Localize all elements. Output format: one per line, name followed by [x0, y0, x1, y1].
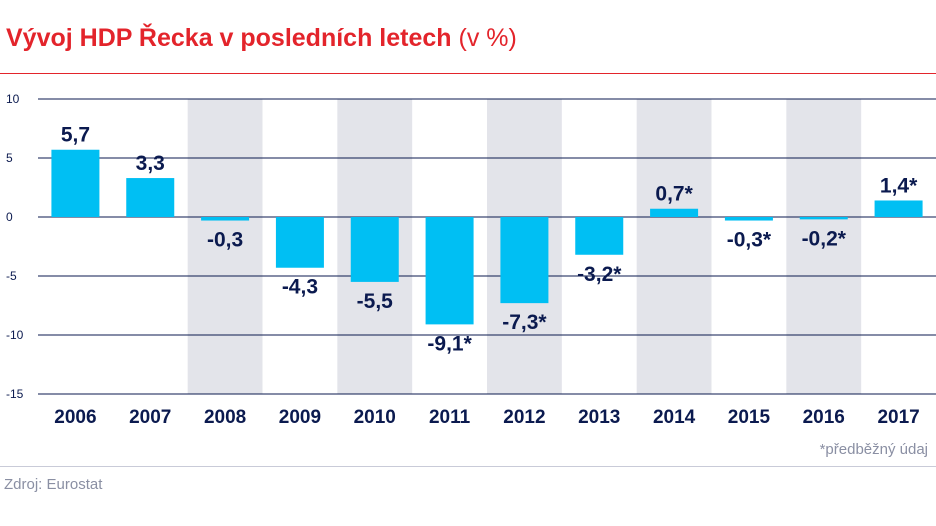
chart-title-unit: (v %) — [458, 24, 517, 52]
x-tick-label-2009: 2009 — [279, 407, 321, 428]
data-label-2011: -9,1* — [427, 332, 472, 355]
y-tick-label: 5 — [6, 151, 13, 165]
x-tick-label-2016: 2016 — [803, 407, 845, 428]
bar-2010 — [350, 217, 399, 282]
bar-2012 — [500, 217, 549, 304]
y-tick-label: 10 — [6, 92, 20, 106]
source-divider — [0, 466, 936, 467]
bar-2007 — [126, 178, 175, 217]
x-tick-label-2014: 2014 — [653, 407, 696, 428]
bar-2015 — [724, 217, 773, 221]
x-tick-label-2008: 2008 — [204, 407, 246, 428]
bar-2017 — [874, 200, 923, 217]
x-tick-label-2006: 2006 — [54, 407, 96, 428]
x-tick-label-2010: 2010 — [354, 407, 396, 428]
y-tick-label: -10 — [6, 328, 24, 342]
bar-2006 — [51, 149, 100, 217]
band-2014 — [636, 99, 712, 394]
data-label-2017: 1,4* — [880, 174, 918, 197]
data-label-2012: -7,3* — [502, 311, 547, 334]
y-tick-label: -5 — [6, 269, 17, 283]
bar-2009 — [275, 217, 324, 268]
data-label-2007: 3,3 — [136, 152, 165, 175]
bar-2008 — [201, 217, 250, 221]
bar-2011 — [425, 217, 474, 325]
source-note: Zdroj: Eurostat — [4, 476, 103, 493]
data-label-2010: -5,5 — [357, 290, 394, 313]
x-tick-label-2007: 2007 — [129, 407, 171, 428]
band-2008 — [187, 99, 263, 394]
title-divider — [0, 73, 936, 74]
bar-2013 — [575, 217, 624, 255]
data-label-2008: -0,3 — [207, 229, 243, 252]
band-2016 — [786, 99, 862, 394]
chart-title: Vývoj HDP Řecka v posledních letech (v %… — [6, 22, 517, 54]
bar-2014 — [650, 208, 699, 217]
data-label-2006: 5,7 — [61, 124, 90, 147]
y-tick-label: 0 — [6, 210, 13, 224]
data-label-2014: 0,7* — [655, 183, 693, 206]
bar-chart: 10 5 0 -5 -10 -15 5,7 2006 3,3 2007 -0,3 2008 -4,3 20… — [6, 92, 936, 428]
bar-2016 — [799, 217, 848, 220]
y-tick-label: -15 — [6, 387, 24, 401]
x-tick-label-2017: 2017 — [877, 407, 919, 428]
data-label-2016: -0,2* — [802, 227, 847, 250]
x-tick-label-2012: 2012 — [503, 407, 545, 428]
data-label-2013: -3,2* — [577, 263, 622, 286]
x-tick-label-2015: 2015 — [728, 407, 771, 428]
data-label-2015: -0,3* — [727, 229, 772, 252]
x-tick-label-2013: 2013 — [578, 407, 620, 428]
chart-title-text: Vývoj HDP Řecka v posledních letech — [6, 24, 452, 52]
data-label-2009: -4,3 — [282, 276, 318, 299]
footnote: *předběžný údaj — [819, 441, 928, 458]
x-tick-label-2011: 2011 — [429, 407, 471, 428]
